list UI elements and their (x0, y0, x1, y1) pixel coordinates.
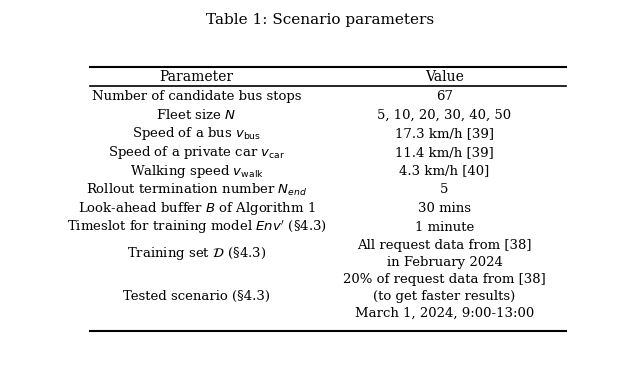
Text: Fleet size $N$: Fleet size $N$ (156, 108, 237, 122)
Text: 67: 67 (436, 90, 453, 103)
Text: 11.4 km/h [39]: 11.4 km/h [39] (395, 146, 494, 159)
Text: Training set $\mathcal{D}$ (§4.3): Training set $\mathcal{D}$ (§4.3) (127, 245, 266, 262)
Text: Table 1: Scenario parameters: Table 1: Scenario parameters (206, 13, 434, 27)
Text: Timeslot for training model $Env'$ (§4.3): Timeslot for training model $Env'$ (§4.3… (67, 218, 326, 236)
Text: 5: 5 (440, 183, 449, 196)
Text: 30 mins: 30 mins (418, 202, 471, 215)
Text: 4.3 km/h [40]: 4.3 km/h [40] (399, 164, 490, 178)
Text: Number of candidate bus stops: Number of candidate bus stops (92, 90, 301, 103)
Text: 5, 10, 20, 30, 40, 50: 5, 10, 20, 30, 40, 50 (378, 108, 511, 121)
Text: Tested scenario (§4.3): Tested scenario (§4.3) (123, 290, 270, 302)
Text: Speed of a bus $v_{\mathrm{bus}}$: Speed of a bus $v_{\mathrm{bus}}$ (132, 125, 261, 142)
Text: Speed of a private car $v_{\mathrm{car}}$: Speed of a private car $v_{\mathrm{car}}… (108, 144, 285, 161)
Text: 17.3 km/h [39]: 17.3 km/h [39] (395, 127, 494, 140)
Text: Parameter: Parameter (159, 70, 234, 84)
Text: All request data from [38]
in February 2024: All request data from [38] in February 2… (357, 239, 532, 269)
Text: Look-ahead buffer $B$ of Algorithm 1: Look-ahead buffer $B$ of Algorithm 1 (77, 200, 316, 217)
Text: Rollout termination number $N_{end}$: Rollout termination number $N_{end}$ (86, 182, 307, 198)
Text: 20% of request data from [38]
(to get faster results)
March 1, 2024, 9:00-13:00: 20% of request data from [38] (to get fa… (343, 273, 546, 319)
Text: Value: Value (425, 70, 464, 84)
Text: Walking speed $v_{\mathrm{walk}}$: Walking speed $v_{\mathrm{walk}}$ (129, 163, 264, 180)
Text: 1 minute: 1 minute (415, 220, 474, 234)
